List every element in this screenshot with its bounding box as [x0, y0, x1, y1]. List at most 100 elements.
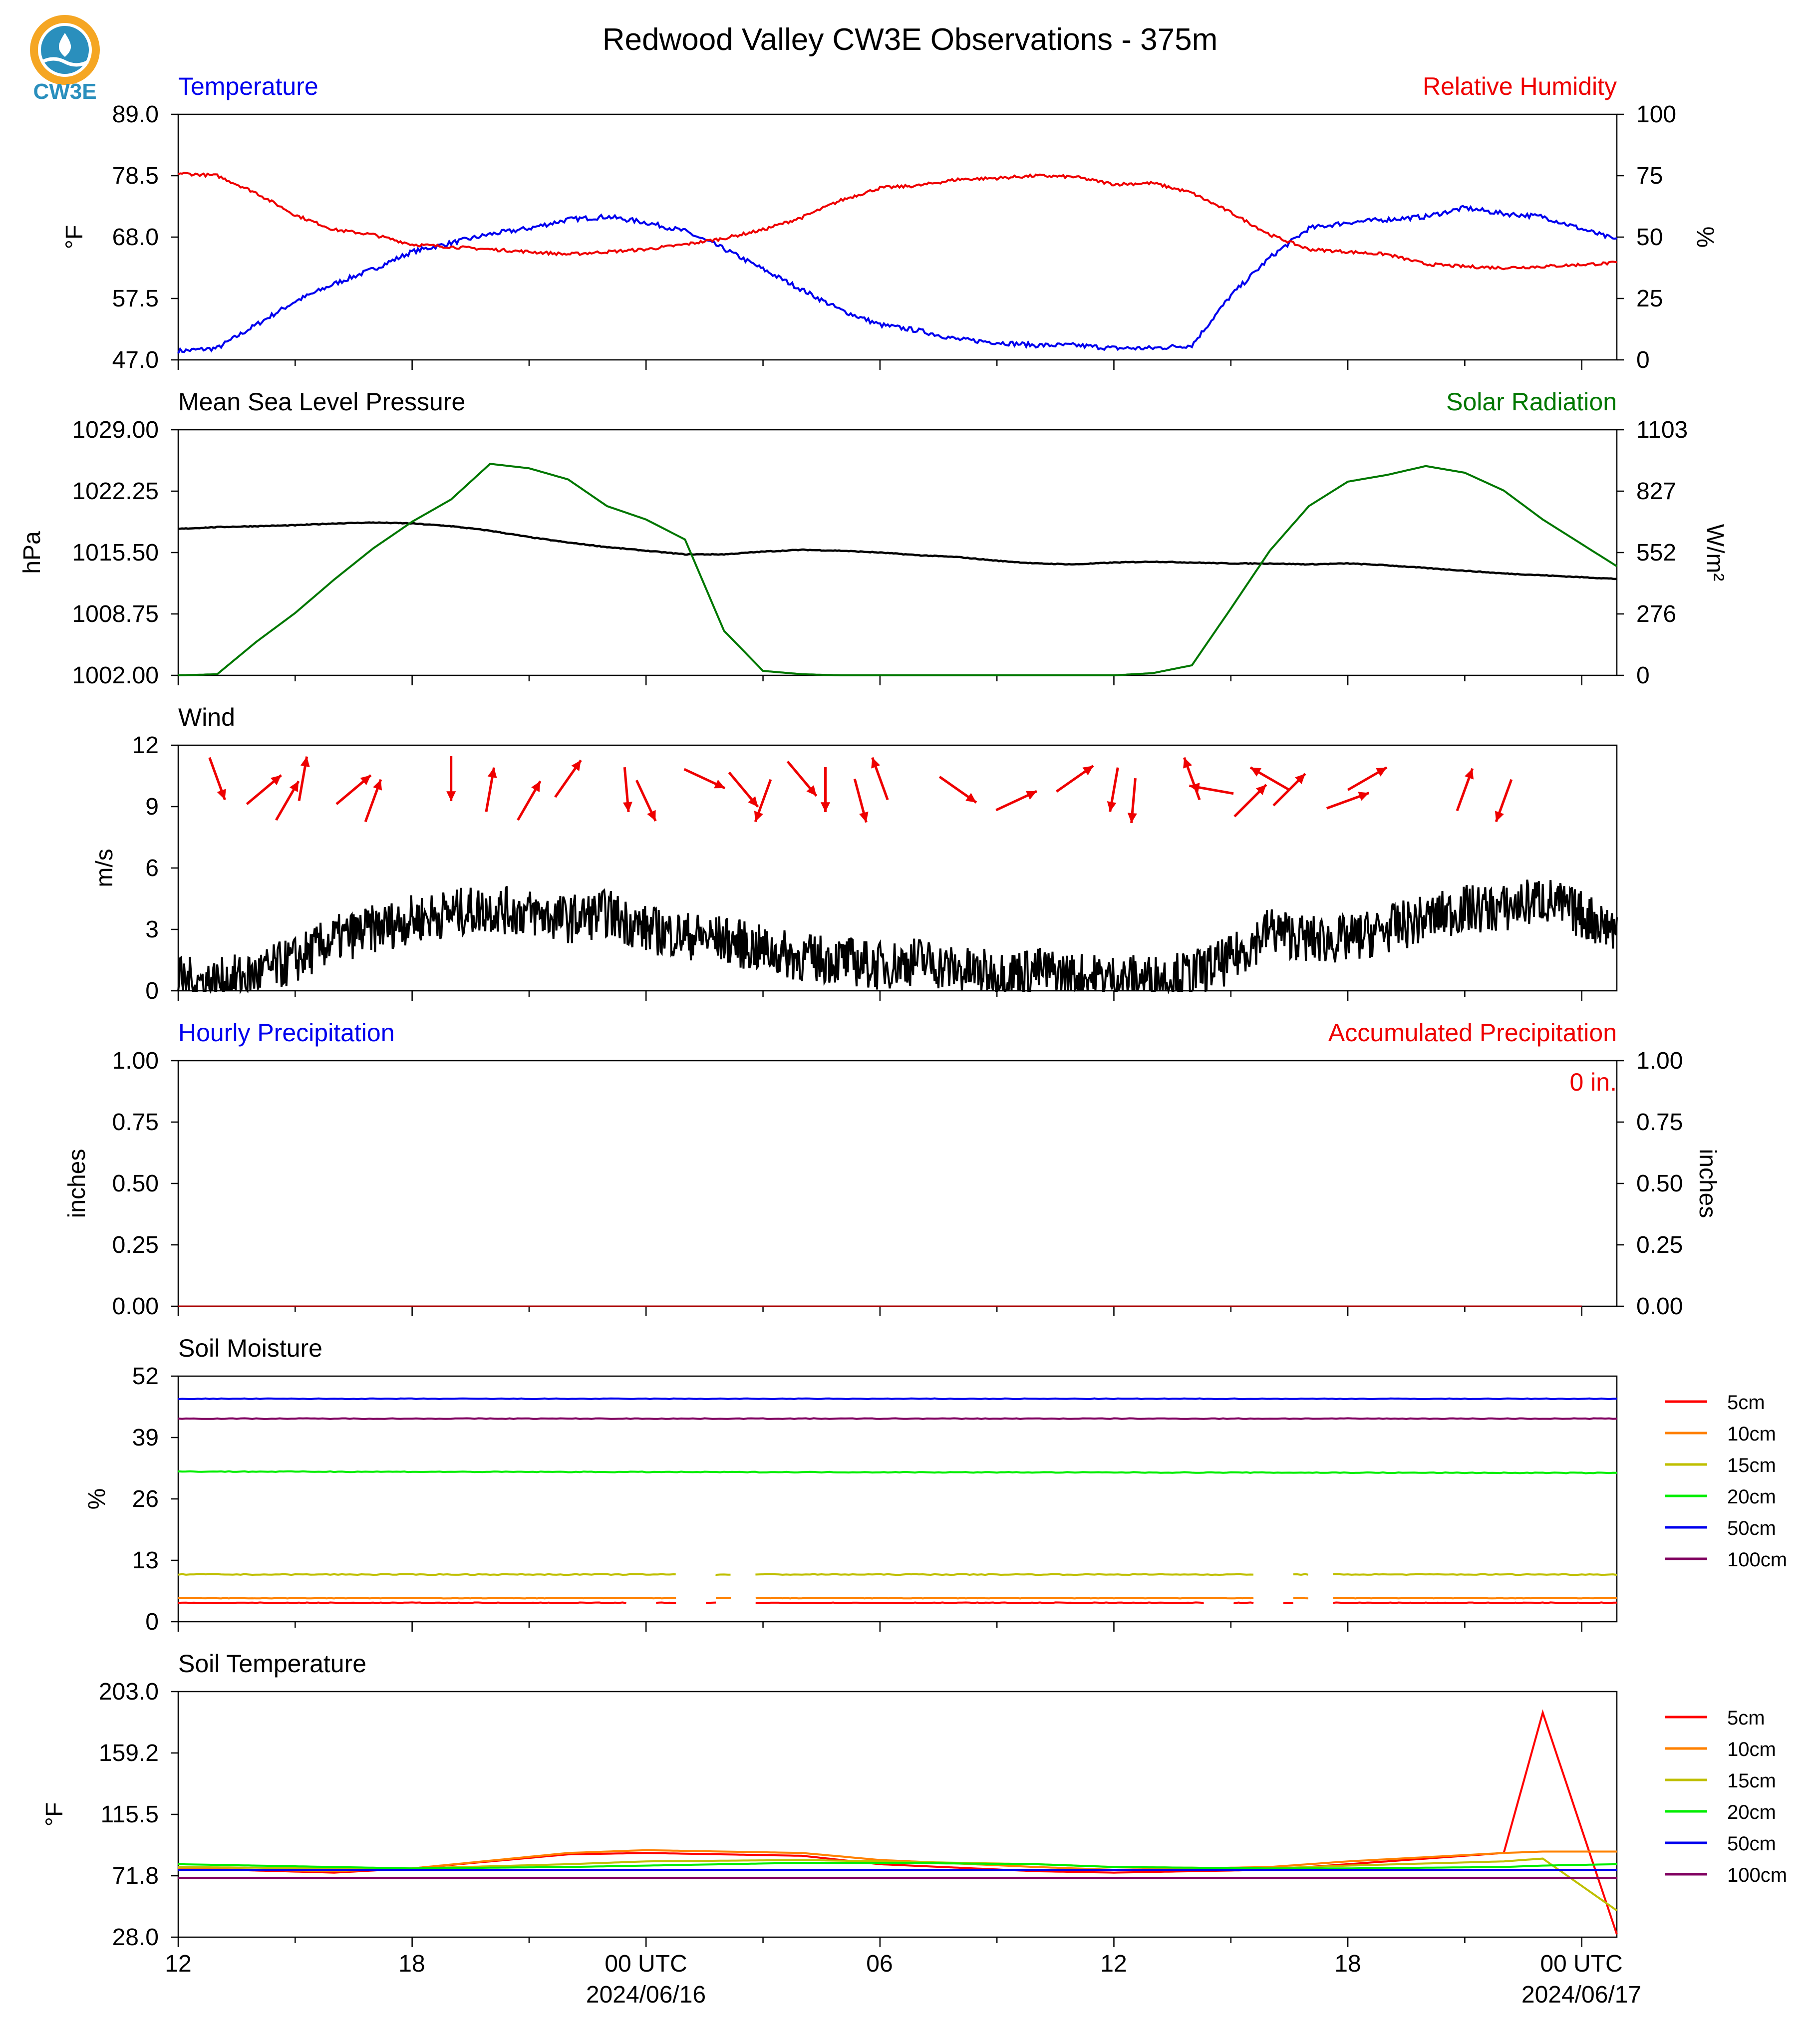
wind-arrow [1249, 766, 1290, 791]
legend-label: 15cm [1727, 1454, 1776, 1476]
wind-direction-arrows [208, 756, 1513, 824]
plot-frame [177, 1375, 1618, 1623]
plot-frame [177, 744, 1618, 992]
wind-arrow [1183, 757, 1201, 801]
panel-soil-temperature: Soil Temperature 203.0 159.2 115.5 71.8 … [41, 1650, 1787, 2008]
left-y-axis-label: % [84, 1488, 110, 1510]
y-tick-label: 0.25 [1636, 1232, 1683, 1258]
wind-arrow-head [360, 775, 371, 786]
left-y-ticks: 89.0 78.5 68.0 57.5 47.0 [112, 101, 178, 373]
wind-arrow [1326, 792, 1370, 810]
y-tick-label: 1.00 [112, 1048, 159, 1074]
left-y-axis-label: m/s [91, 849, 118, 887]
wind-arrow [853, 778, 869, 823]
panel-temperature-humidity: Temperature Relative Humidity 89.0 78.5 … [61, 72, 1718, 373]
y-tick-label: 0.75 [1636, 1109, 1683, 1136]
wind-arrow [728, 771, 759, 808]
soil-moisture-5cm-line [178, 1601, 1617, 1604]
temperature-line [177, 205, 1617, 354]
y-tick-label: 1008.75 [72, 601, 159, 627]
y-tick-label: 71.8 [112, 1863, 159, 1889]
right-y-axis-label: inches [1694, 1149, 1721, 1218]
logo-sun-ring [30, 15, 100, 85]
wind-arrow-head [1358, 792, 1369, 801]
left-y-ticks: 52 39 26 13 0 [132, 1363, 178, 1635]
wind-arrow [446, 756, 456, 801]
y-tick-label: 0.75 [112, 1109, 159, 1136]
y-tick-label: 0 [145, 1609, 159, 1635]
wind-arrow-head [806, 785, 817, 796]
soil-temperature-15cm-line [178, 1857, 1618, 1912]
wind-arrow-head [1376, 767, 1387, 777]
left-y-ticks: 1029.00 1022.25 1015.50 1008.75 1002.00 [72, 417, 178, 689]
wind-arrow-head [300, 756, 310, 767]
legend-label: 5cm [1727, 1707, 1765, 1729]
wind-arrow-head [1465, 768, 1474, 780]
wind-arrow [208, 757, 226, 801]
accumulated-total-label: 0 in. [1569, 1068, 1617, 1096]
soil-moisture-legend: 5cm 10cm 15cm 20cm 50cm 100cm [1665, 1392, 1787, 1571]
x-tick-labels: 12 18 00 UTC 06 12 18 00 UTC 2024/06/16 … [165, 1951, 1641, 2008]
x-tick-label: 00 UTC [605, 1951, 687, 1977]
plot-frame [177, 1060, 1618, 1307]
wind-arrow-head [446, 791, 456, 801]
y-tick-label: 1015.50 [72, 540, 159, 566]
y-tick-label: 0.50 [1636, 1170, 1683, 1197]
wind-arrow-head [1127, 813, 1137, 823]
y-tick-label: 1.00 [1636, 1048, 1683, 1074]
y-tick-label: 12 [132, 732, 159, 759]
y-tick-label: 26 [132, 1486, 159, 1512]
left-y-axis-label: inches [64, 1149, 90, 1218]
x-ticks [177, 675, 1582, 685]
panel-wind: Wind 12 9 6 3 0 m/s [91, 703, 1618, 1004]
wind-arrow-head [1295, 774, 1305, 784]
y-tick-label: 159.2 [99, 1740, 159, 1766]
logo-drop-icon [58, 33, 71, 57]
y-tick-label: 1002.00 [72, 662, 159, 689]
wind-arrow [517, 780, 542, 821]
y-tick-label: 1029.00 [72, 417, 159, 443]
wind-arrow-head [271, 775, 282, 786]
y-tick-label: 0.00 [1636, 1293, 1683, 1320]
x-ticks [177, 1306, 1582, 1316]
y-tick-label: 75 [1636, 163, 1663, 189]
y-tick-label: 25 [1636, 286, 1663, 312]
wind-arrow [871, 757, 889, 801]
x-tick-label: 12 [165, 1951, 191, 1977]
soil-moisture-20cm-line [178, 1470, 1617, 1474]
y-tick-label: 9 [145, 794, 159, 820]
panel-title-accumulated-precipitation: Accumulated Precipitation [1328, 1019, 1617, 1047]
x-tick-label: 12 [1100, 1951, 1127, 1977]
y-tick-label: 827 [1636, 478, 1676, 505]
legend-label: 10cm [1727, 1423, 1776, 1445]
legend-label: 100cm [1727, 1549, 1787, 1571]
y-tick-label: 1022.25 [72, 478, 159, 505]
pressure-line [178, 521, 1617, 580]
wind-arrow-head [1183, 757, 1193, 769]
wind-arrow-head [1107, 801, 1117, 812]
wind-arrow-head [714, 780, 725, 789]
panel-title-relative-humidity: Relative Humidity [1423, 72, 1617, 100]
y-tick-label: 115.5 [100, 1801, 159, 1828]
soil-temperature-lines [178, 1709, 1618, 1935]
right-y-ticks: 1.00 0.75 0.50 0.25 0.00 [1617, 1048, 1683, 1320]
y-tick-label: 1103 [1636, 417, 1688, 443]
wind-arrow [246, 774, 282, 805]
wind-arrow [1127, 778, 1137, 824]
y-tick-label: 0 [145, 978, 159, 1004]
y-tick-label: 552 [1636, 540, 1676, 566]
y-tick-label: 0 [1636, 347, 1650, 373]
legend-label: 100cm [1727, 1864, 1787, 1886]
wind-arrow [1233, 784, 1267, 818]
figure-title: Redwood Valley CW3E Observations - 375m [603, 22, 1218, 57]
wind-arrow-head [531, 781, 541, 792]
x-date-label: 2024/06/16 [586, 1982, 706, 2008]
wind-arrow [635, 780, 657, 822]
soil-temperature-20cm-line [178, 1862, 1617, 1870]
wind-arrow-head [871, 757, 881, 769]
wind-arrow [335, 774, 372, 805]
wind-arrow [820, 767, 831, 812]
soil-moisture-15cm-line [178, 1573, 1617, 1576]
panel-soil-moisture: Soil Moisture 52 39 26 13 0 % 5cm 10cm 15c… [84, 1334, 1787, 1635]
